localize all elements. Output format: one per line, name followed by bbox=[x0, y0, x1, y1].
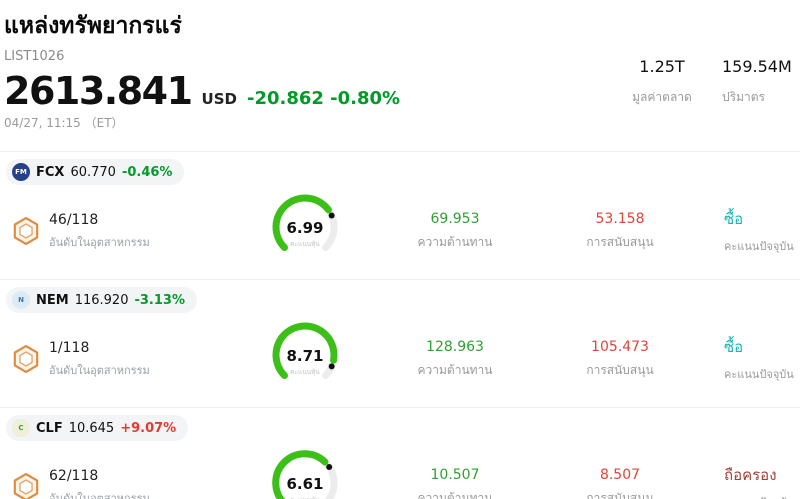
support-value: 8.507 bbox=[599, 466, 641, 483]
resistance-label: ความต้านทาน bbox=[417, 234, 493, 249]
ticker-change: -0.46% bbox=[121, 164, 173, 180]
volume-label: ปริมาตร bbox=[722, 90, 765, 104]
stock-list: FM FCX 60.770 -0.46% 46/118 อันดับในอุตส… bbox=[0, 151, 800, 499]
industry-rank-hexagon-icon bbox=[12, 473, 40, 499]
list-id: LIST1026 bbox=[4, 49, 65, 64]
resistance-value: 128.963 bbox=[426, 338, 484, 355]
market-cap-value: 1.25T bbox=[639, 57, 685, 76]
ticker-symbol: NEM bbox=[36, 292, 69, 308]
ticker-pill[interactable]: FM FCX 60.770 -0.46% bbox=[6, 159, 185, 185]
ticker-price: 116.920 bbox=[74, 292, 129, 308]
signal-label: คะแนนปัจจุบัน bbox=[724, 240, 794, 253]
stock-score-gauge: 8.71 คะแนนหุ้น bbox=[261, 315, 349, 403]
volume-value: 159.54M bbox=[722, 57, 792, 76]
signal-value: ซื้อ bbox=[724, 210, 744, 228]
industry-rank-label: อันดับในอุตสาหกรรม bbox=[49, 363, 150, 377]
ticker-pill[interactable]: N NEM 116.920 -3.13% bbox=[6, 287, 197, 313]
stock-logo-icon: N bbox=[12, 291, 30, 309]
resistance-value: 69.953 bbox=[430, 210, 480, 227]
support-label: การสนับสนุน bbox=[586, 490, 654, 499]
resistance-label: ความต้านทาน bbox=[417, 362, 493, 377]
ticker-price: 60.770 bbox=[70, 164, 116, 180]
support-label: การสนับสนุน bbox=[586, 234, 654, 249]
support-value: 53.158 bbox=[595, 210, 645, 227]
svg-text:6.99: 6.99 bbox=[286, 219, 323, 237]
signal-value: ซื้อ bbox=[724, 338, 744, 356]
svg-text:คะแนนหุ้น: คะแนนหุ้น bbox=[290, 240, 320, 248]
svg-text:คะแนนหุ้น: คะแนนหุ้น bbox=[290, 496, 320, 499]
svg-text:8.71: 8.71 bbox=[286, 347, 323, 365]
ticker-symbol: FCX bbox=[36, 164, 65, 180]
ticker-change: -3.13% bbox=[134, 292, 185, 308]
market-cap-label: มูลค่าตลาด bbox=[632, 90, 692, 104]
svg-text:6.61: 6.61 bbox=[286, 475, 323, 493]
stock-row-nem[interactable]: N NEM 116.920 -3.13% 1/118 อันดับในอุตสา… bbox=[0, 279, 800, 407]
industry-rank-value: 46/118 bbox=[49, 211, 99, 228]
industry-rank-value: 1/118 bbox=[49, 339, 90, 356]
industry-rank-hexagon-icon bbox=[12, 345, 40, 373]
support-label: การสนับสนุน bbox=[586, 362, 654, 377]
signal-label: คะแนนปัจจุบัน bbox=[724, 368, 794, 381]
market-cap-stat: 1.25T มูลค่าตลาด bbox=[602, 57, 722, 107]
ticker-symbol: CLF bbox=[36, 420, 63, 436]
stock-score-gauge: 6.61 คะแนนหุ้น bbox=[261, 443, 349, 499]
currency-label: USD bbox=[201, 90, 237, 108]
industry-rank-hexagon-icon bbox=[12, 217, 40, 245]
stock-row-clf[interactable]: C CLF 10.645 +9.07% 62/118 อันดับในอุตสา… bbox=[0, 407, 800, 499]
index-change: -20.862 -0.80% bbox=[246, 88, 401, 109]
signal-value: ถือครอง bbox=[724, 466, 777, 484]
index-price: 2613.841 bbox=[4, 69, 193, 113]
stock-logo-icon: C bbox=[12, 419, 30, 437]
svg-text:คะแนนหุ้น: คะแนนหุ้น bbox=[290, 368, 320, 376]
stock-logo-icon: FM bbox=[12, 163, 30, 181]
industry-rank-value: 62/118 bbox=[49, 467, 99, 484]
industry-rank-label: อันดับในอุตสาหกรรม bbox=[49, 235, 150, 249]
stock-row-fcx[interactable]: FM FCX 60.770 -0.46% 46/118 อันดับในอุตส… bbox=[0, 151, 800, 279]
ticker-change: +9.07% bbox=[120, 420, 177, 436]
volume-stat: 159.54M ปริมาตร bbox=[722, 57, 800, 107]
support-value: 105.473 bbox=[591, 338, 649, 355]
ticker-pill[interactable]: C CLF 10.645 +9.07% bbox=[6, 415, 189, 441]
list-header: แหล่งทรัพยากรแร่ LIST1026 2613.841 USD -… bbox=[0, 0, 800, 131]
page-title: แหล่งทรัพยากรแร่ bbox=[4, 13, 182, 39]
industry-rank-label: อันดับในอุตสาหกรรม bbox=[49, 491, 150, 499]
resistance-value: 10.507 bbox=[430, 466, 480, 483]
resistance-label: ความต้านทาน bbox=[417, 490, 493, 499]
signal-label: คะแนนปัจจุบัน bbox=[724, 493, 800, 499]
quote-datetime: 04/27, 11:15 （ET） bbox=[4, 116, 124, 130]
stock-score-gauge: 6.99 คะแนนหุ้น bbox=[261, 187, 349, 275]
ticker-price: 10.645 bbox=[68, 420, 115, 436]
